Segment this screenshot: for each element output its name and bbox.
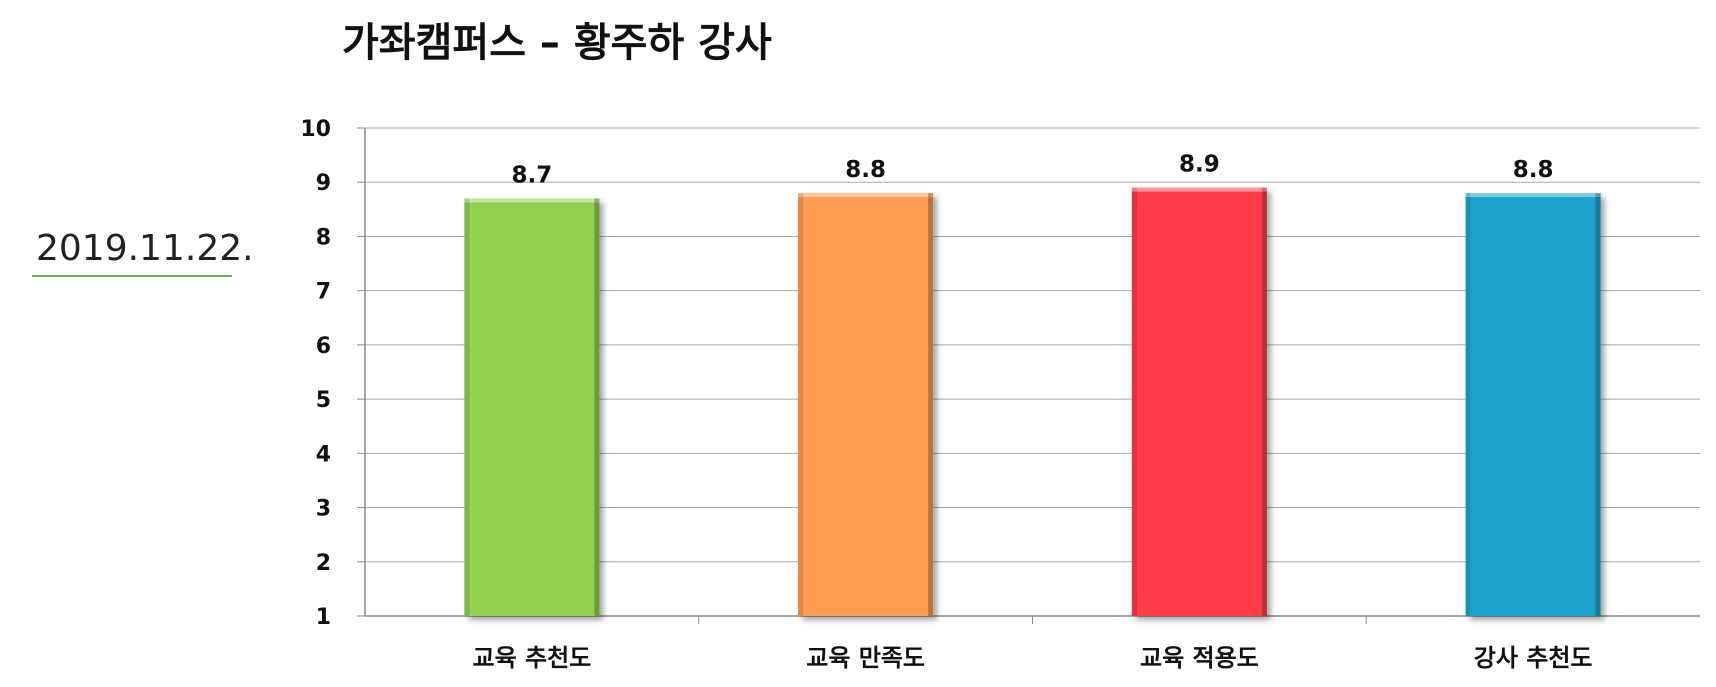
y-tick-label: 9 xyxy=(316,171,331,196)
y-tick-label: 6 xyxy=(316,334,331,359)
category-label: 교육 만족도 xyxy=(806,644,925,672)
y-tick-label: 3 xyxy=(316,497,331,522)
bar-highlight xyxy=(464,198,600,203)
bar-group xyxy=(1465,193,1601,617)
bar-edge-left xyxy=(798,193,804,617)
bar xyxy=(798,193,934,617)
bar-highlight xyxy=(1465,193,1601,198)
data-label: 8.8 xyxy=(1513,157,1554,183)
bars xyxy=(464,187,1601,617)
bar-edge-left xyxy=(464,198,470,616)
bar-edge-left xyxy=(1465,193,1471,617)
bar-edge-right xyxy=(594,198,600,616)
bar-edge-right xyxy=(928,193,934,617)
y-tick-label: 10 xyxy=(300,117,331,142)
data-label: 8.7 xyxy=(512,162,553,188)
bar-highlight xyxy=(798,193,934,198)
bar xyxy=(1465,193,1601,617)
date-label: 2019.11.22. xyxy=(36,228,254,269)
bar-edge-right xyxy=(1261,187,1267,616)
bar xyxy=(1131,187,1267,616)
category-label: 교육 추천도 xyxy=(472,644,591,672)
labels: 8.7 교육 추천도 8.8 교육 만족도 8.9 교육 적용도 8.8 강사 추천도 xyxy=(472,152,1592,672)
y-tick-label: 7 xyxy=(316,280,331,305)
chart-title: 가좌캠퍼스 – 황주하 강사 xyxy=(342,20,772,66)
data-label: 8.8 xyxy=(845,157,886,183)
category-label: 강사 추천도 xyxy=(1474,644,1593,672)
date-underline xyxy=(32,275,232,277)
bar-group xyxy=(798,193,934,617)
bar-edge-left xyxy=(1131,187,1137,616)
bar-highlight xyxy=(1131,187,1267,192)
y-tick-label: 8 xyxy=(316,225,331,250)
category-label: 교육 적용도 xyxy=(1140,644,1259,672)
y-tick-label: 4 xyxy=(316,442,331,467)
y-tick-label: 1 xyxy=(316,605,331,630)
bar-group xyxy=(464,198,600,616)
bar xyxy=(464,198,600,616)
data-label: 8.9 xyxy=(1179,152,1220,178)
y-tick-label: 5 xyxy=(316,388,331,413)
bar-group xyxy=(1131,187,1267,616)
bar-edge-right xyxy=(1595,193,1601,617)
y-tick-label: 2 xyxy=(316,551,331,576)
